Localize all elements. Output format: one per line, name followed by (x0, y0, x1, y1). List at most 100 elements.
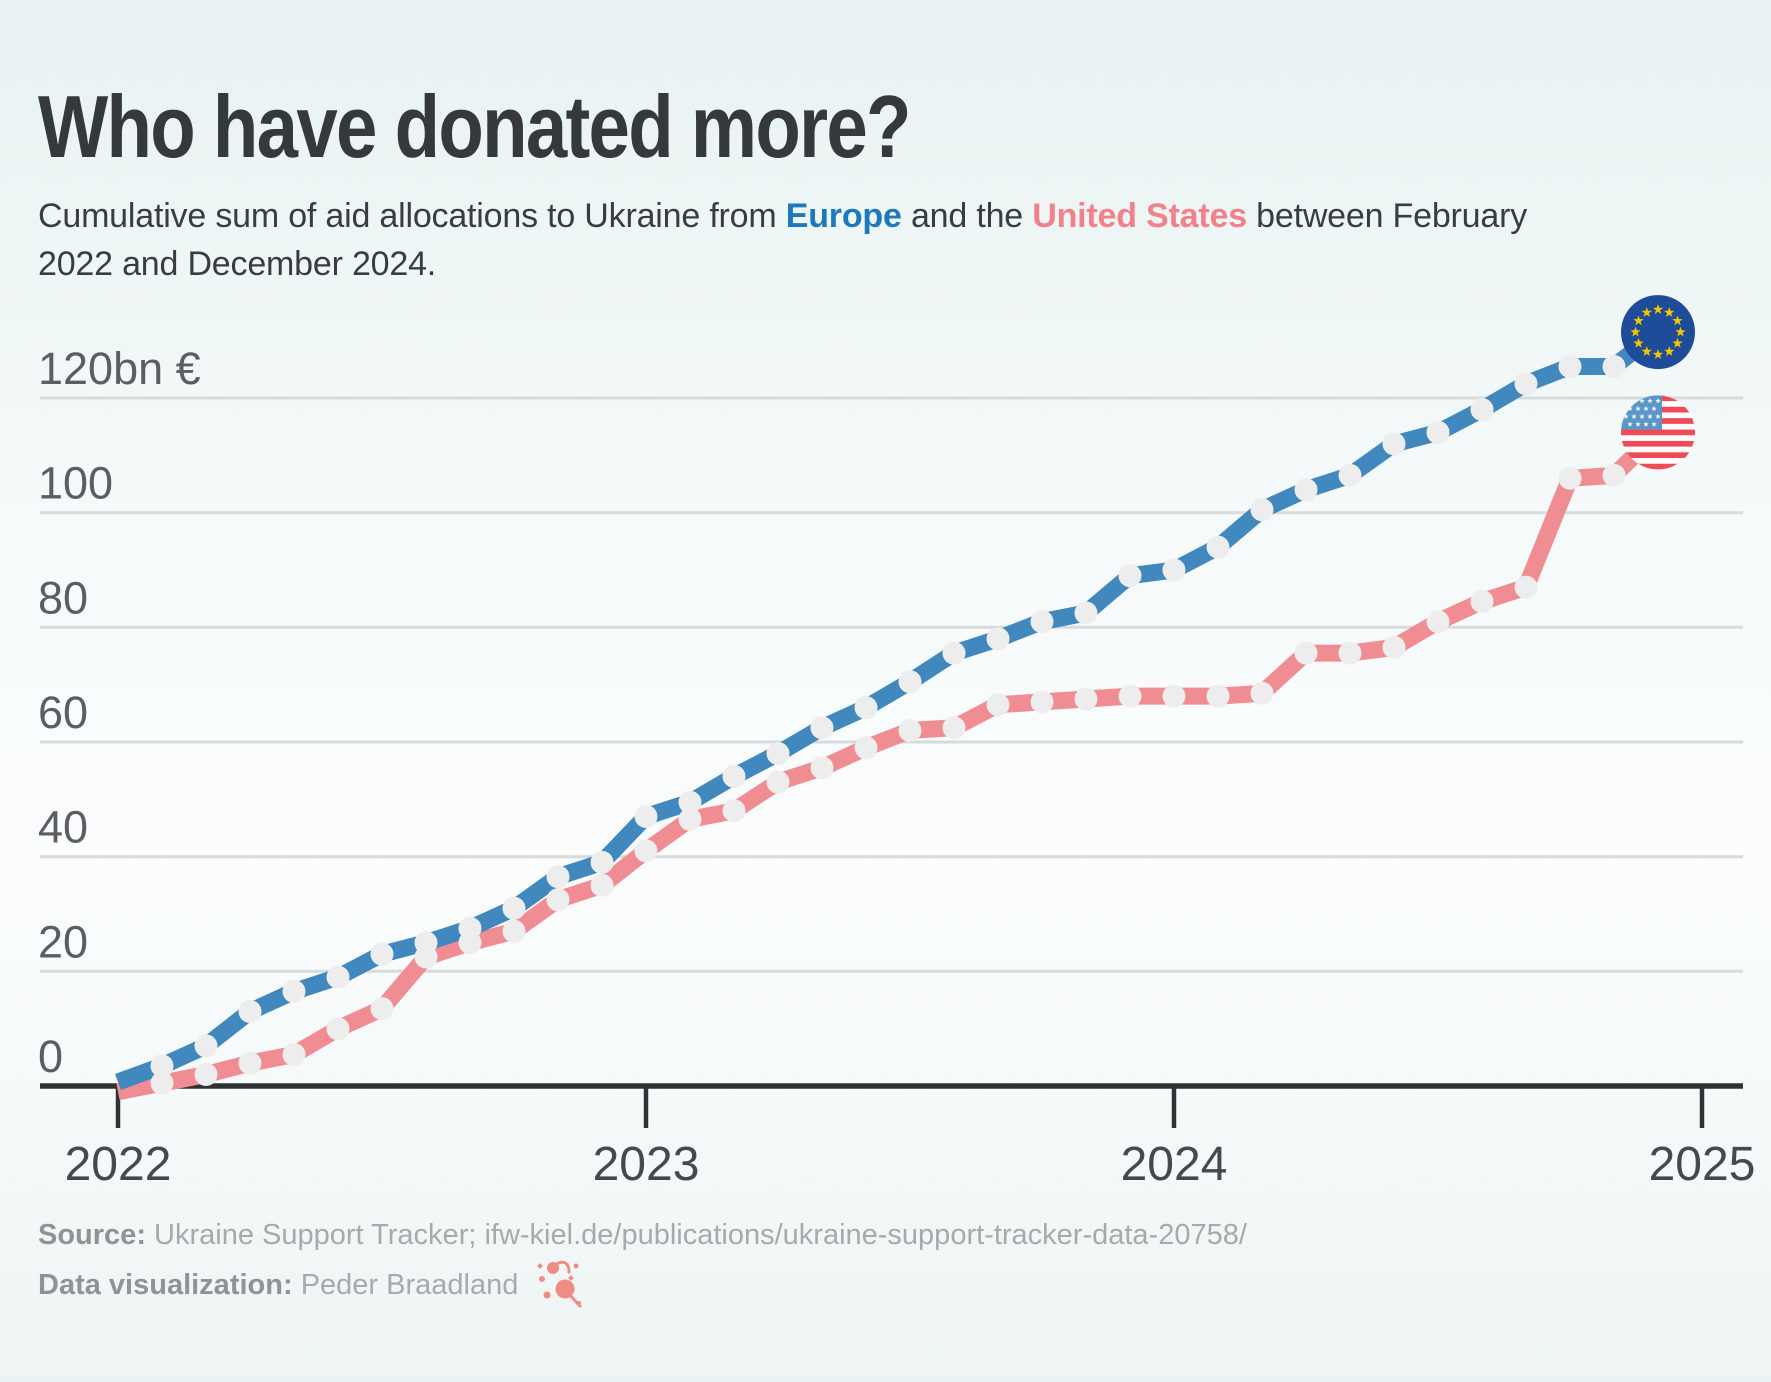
data-point (722, 764, 746, 788)
data-point (810, 716, 834, 740)
subtitle: Cumulative sum of aid allocations to Ukr… (38, 192, 1568, 288)
data-point (1206, 684, 1230, 708)
data-point (194, 1063, 218, 1086)
data-point (722, 799, 746, 823)
x-tick-label: 2024 (1121, 1138, 1228, 1191)
data-point (238, 1000, 262, 1023)
data-point (1426, 420, 1450, 444)
data-point (150, 1071, 174, 1095)
data-point (590, 850, 614, 874)
subtitle-text-3: between February 2022 and December 2024. (38, 197, 1527, 283)
data-point (546, 865, 570, 889)
x-tick-label: 2025 (1649, 1138, 1756, 1191)
data-point (1382, 432, 1406, 456)
data-point (766, 770, 790, 794)
data-point (414, 931, 438, 955)
data-point (1514, 372, 1538, 396)
y-tick-label: 60 (38, 687, 88, 738)
x-axis-labels: 2022 2023 2024 2025 (65, 1138, 1756, 1191)
data-point (1074, 687, 1098, 711)
data-point (282, 1043, 306, 1066)
data-point (1162, 558, 1186, 582)
source-label: Source: (38, 1219, 146, 1251)
data-point (942, 716, 966, 740)
page-title: Who have donated more? (38, 77, 911, 176)
data-point (986, 693, 1010, 717)
y-tick-label: 120bn € (38, 343, 201, 394)
data-point (238, 1051, 262, 1075)
data-point (326, 1017, 350, 1041)
data-point (1558, 466, 1582, 490)
eu-flag-icon (1621, 295, 1695, 370)
data-point (898, 719, 922, 742)
y-axis-labels: 0 20 40 60 80 100 120bn € (38, 343, 201, 1082)
data-point (854, 696, 878, 720)
peder-braadland-logo-icon (537, 1261, 582, 1308)
x-tick-label: 2023 (593, 1138, 700, 1191)
data-point (1206, 535, 1230, 559)
subtitle-text-2: and the (901, 197, 1033, 235)
data-point (1470, 398, 1494, 421)
us-flag-icon (1621, 395, 1695, 470)
data-point (1294, 641, 1318, 665)
data-point (1470, 590, 1494, 613)
data-point (1558, 355, 1582, 378)
y-tick-label: 40 (38, 802, 88, 853)
data-point (1162, 684, 1186, 708)
data-point (678, 807, 702, 831)
data-point (1074, 601, 1098, 625)
data-point (898, 670, 922, 694)
credit-label: Data visualization: (38, 1269, 293, 1301)
data-point (766, 742, 790, 765)
data-point (150, 1054, 174, 1078)
y-tick-label: 0 (38, 1031, 63, 1082)
data-point (1602, 463, 1626, 487)
data-point (502, 896, 526, 920)
data-point (1514, 575, 1538, 599)
data-point (810, 756, 834, 780)
data-point (942, 641, 966, 665)
united-states-label: United States (1032, 197, 1247, 235)
europe-dots (150, 355, 1626, 1078)
data-point (370, 997, 394, 1021)
y-tick-label: 80 (38, 572, 88, 623)
y-tick-label: 20 (38, 916, 88, 967)
data-point (458, 916, 482, 940)
data-point (1030, 690, 1054, 714)
data-point (634, 805, 658, 828)
footer: Source: Ukraine Support Tracker; ifw-kie… (38, 1210, 1247, 1312)
data-point (1338, 463, 1362, 487)
data-point (1294, 478, 1318, 502)
data-point (370, 942, 394, 966)
data-point (1426, 610, 1450, 634)
data-point (1118, 684, 1142, 708)
y-tick-label: 100 (38, 458, 113, 509)
credit-text: Peder Braadland (300, 1269, 519, 1301)
data-point (194, 1034, 218, 1058)
data-point (1382, 635, 1406, 659)
data-point (1250, 498, 1274, 522)
data-point (502, 919, 526, 943)
data-point (546, 888, 570, 912)
data-point (678, 790, 702, 814)
data-point (1030, 610, 1054, 634)
data-point (854, 736, 878, 760)
data-point (326, 965, 350, 989)
data-point (1338, 641, 1362, 665)
subtitle-text-1: Cumulative sum of aid allocations to Ukr… (38, 197, 786, 235)
us-dots (150, 463, 1626, 1095)
data-point (282, 979, 306, 1003)
europe-label: Europe (785, 197, 902, 235)
source-text: Ukraine Support Tracker; ifw-kiel.de/pub… (154, 1219, 1247, 1251)
credit-line: Data visualization: Peder Braadland (38, 1260, 1247, 1312)
x-tick-label: 2022 (65, 1138, 172, 1191)
us-line (116, 426, 1664, 1101)
data-point (1250, 681, 1274, 705)
data-point (634, 839, 658, 863)
data-point (1602, 355, 1626, 378)
data-point (986, 627, 1010, 651)
source-line: Source: Ukraine Support Tracker; ifw-kie… (38, 1210, 1247, 1260)
